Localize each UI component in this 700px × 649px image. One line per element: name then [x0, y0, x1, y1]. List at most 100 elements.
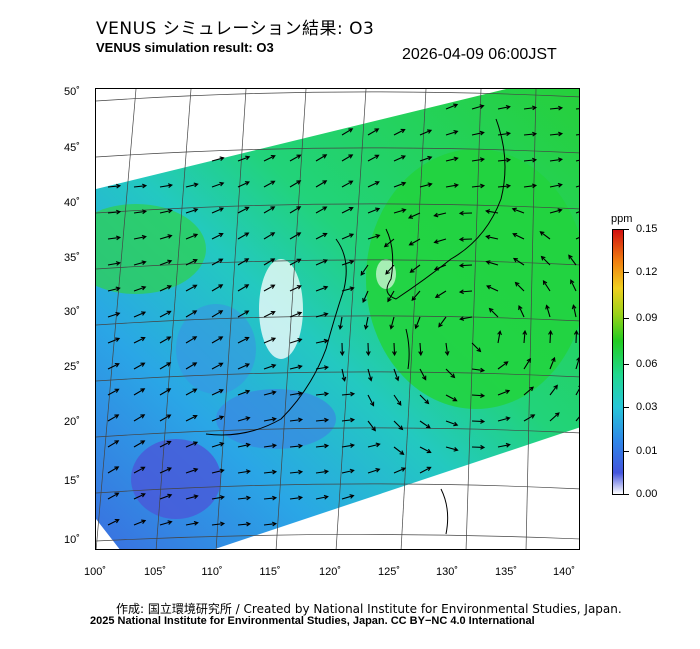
wind-arrow — [185, 414, 198, 422]
wind-arrow — [367, 128, 380, 136]
wind-arrow — [575, 211, 579, 214]
wind-arrow — [523, 357, 531, 370]
wind-arrow — [185, 362, 198, 370]
wind-arrow — [237, 469, 251, 475]
lat-label: 40˚ — [64, 197, 80, 209]
wind-arrow — [471, 130, 485, 136]
wind-arrow — [263, 390, 277, 396]
wind-arrow — [409, 264, 421, 273]
wind-arrow — [341, 417, 356, 423]
colorbar-label: 0.09 — [636, 312, 658, 324]
wind-arrow — [471, 157, 485, 163]
lat-label: 10˚ — [64, 534, 80, 546]
wind-arrow — [419, 368, 427, 381]
wind-arrow — [367, 442, 381, 448]
lon-label: 140˚ — [552, 566, 576, 578]
wind-arrow — [575, 133, 579, 136]
colorbar-label: 0.12 — [636, 266, 658, 278]
wind-arrow — [339, 342, 345, 357]
wind-arrow — [263, 284, 276, 292]
lon-label: 125˚ — [377, 566, 401, 578]
wind-arrow — [575, 416, 579, 422]
lat-label: 45˚ — [64, 142, 80, 154]
wind-arrow — [185, 336, 198, 344]
wind-arrow — [211, 521, 226, 527]
wind-arrow — [549, 356, 556, 370]
map-canvas — [96, 89, 579, 549]
lat-label: 15˚ — [64, 475, 80, 487]
wind-arrow — [237, 442, 251, 448]
wind-arrow — [237, 258, 250, 266]
wind-arrow — [315, 417, 330, 423]
wind-arrow — [433, 212, 447, 218]
wind-arrow — [263, 232, 276, 240]
wind-arrow — [159, 362, 172, 370]
wind-arrow — [523, 183, 538, 189]
wind-arrow — [570, 279, 577, 292]
wind-arrow — [315, 469, 330, 475]
wind-arrow — [211, 181, 225, 188]
wind-arrow — [363, 316, 369, 330]
wind-arrow — [263, 363, 277, 370]
wind-arrow — [289, 154, 302, 162]
wind-arrow — [445, 368, 456, 379]
wind-arrow — [419, 182, 433, 188]
wind-arrow — [523, 414, 536, 422]
wind-arrow — [367, 394, 375, 407]
wind-arrow — [159, 208, 173, 214]
wind-arrow — [159, 310, 172, 318]
copyright-line: 2025 National Institute for Environmenta… — [90, 615, 535, 627]
wind-arrow — [237, 181, 250, 188]
wind-arrow — [289, 469, 304, 475]
wind-arrow — [185, 259, 198, 266]
wind-arrow — [497, 157, 512, 163]
wind-arrow — [367, 154, 380, 162]
wind-arrow — [263, 206, 276, 214]
wind-vectors — [107, 103, 579, 527]
low-ozone-region — [131, 439, 221, 519]
wind-arrow — [315, 154, 328, 162]
wind-arrow — [575, 237, 579, 240]
wind-arrow — [107, 388, 120, 396]
wind-arrow — [289, 180, 302, 188]
wind-arrow — [485, 234, 499, 240]
wind-arrow — [571, 304, 577, 318]
wind-arrow — [159, 183, 173, 188]
wind-arrow — [185, 182, 199, 188]
colorbar-label: 0.01 — [636, 445, 658, 457]
wind-arrow — [211, 389, 224, 396]
wind-arrow — [107, 518, 120, 526]
wind-arrow — [159, 520, 173, 526]
wind-arrow — [497, 361, 509, 370]
wind-arrow — [341, 180, 354, 188]
very-low-ozone-region — [259, 259, 303, 359]
wind-arrow — [289, 311, 303, 318]
wind-arrow — [289, 338, 303, 344]
wind-arrow — [289, 391, 303, 396]
wind-arrow — [237, 495, 252, 501]
wind-arrow — [365, 342, 371, 357]
wind-arrow — [133, 493, 146, 500]
wind-arrow — [419, 420, 431, 429]
wind-arrow — [419, 446, 432, 454]
wind-arrow — [315, 312, 329, 318]
wind-arrow — [523, 105, 538, 111]
wind-arrow — [568, 254, 577, 266]
wind-arrow — [367, 207, 381, 214]
wind-arrow — [341, 259, 355, 266]
wind-arrow — [512, 233, 525, 240]
wind-arrow — [185, 284, 198, 292]
colorbar-tick — [624, 364, 629, 365]
wind-arrow — [159, 440, 172, 448]
wind-arrow — [549, 384, 558, 396]
wind-arrow — [542, 279, 551, 292]
wind-arrow — [471, 104, 485, 110]
wind-arrow — [548, 329, 553, 344]
wind-arrow — [459, 316, 473, 321]
wind-arrow — [133, 466, 146, 474]
wind-arrow — [289, 364, 303, 370]
wind-arrow — [263, 155, 276, 162]
wind-arrow — [418, 342, 424, 357]
wind-arrow — [211, 258, 224, 266]
wind-arrow — [497, 131, 512, 137]
